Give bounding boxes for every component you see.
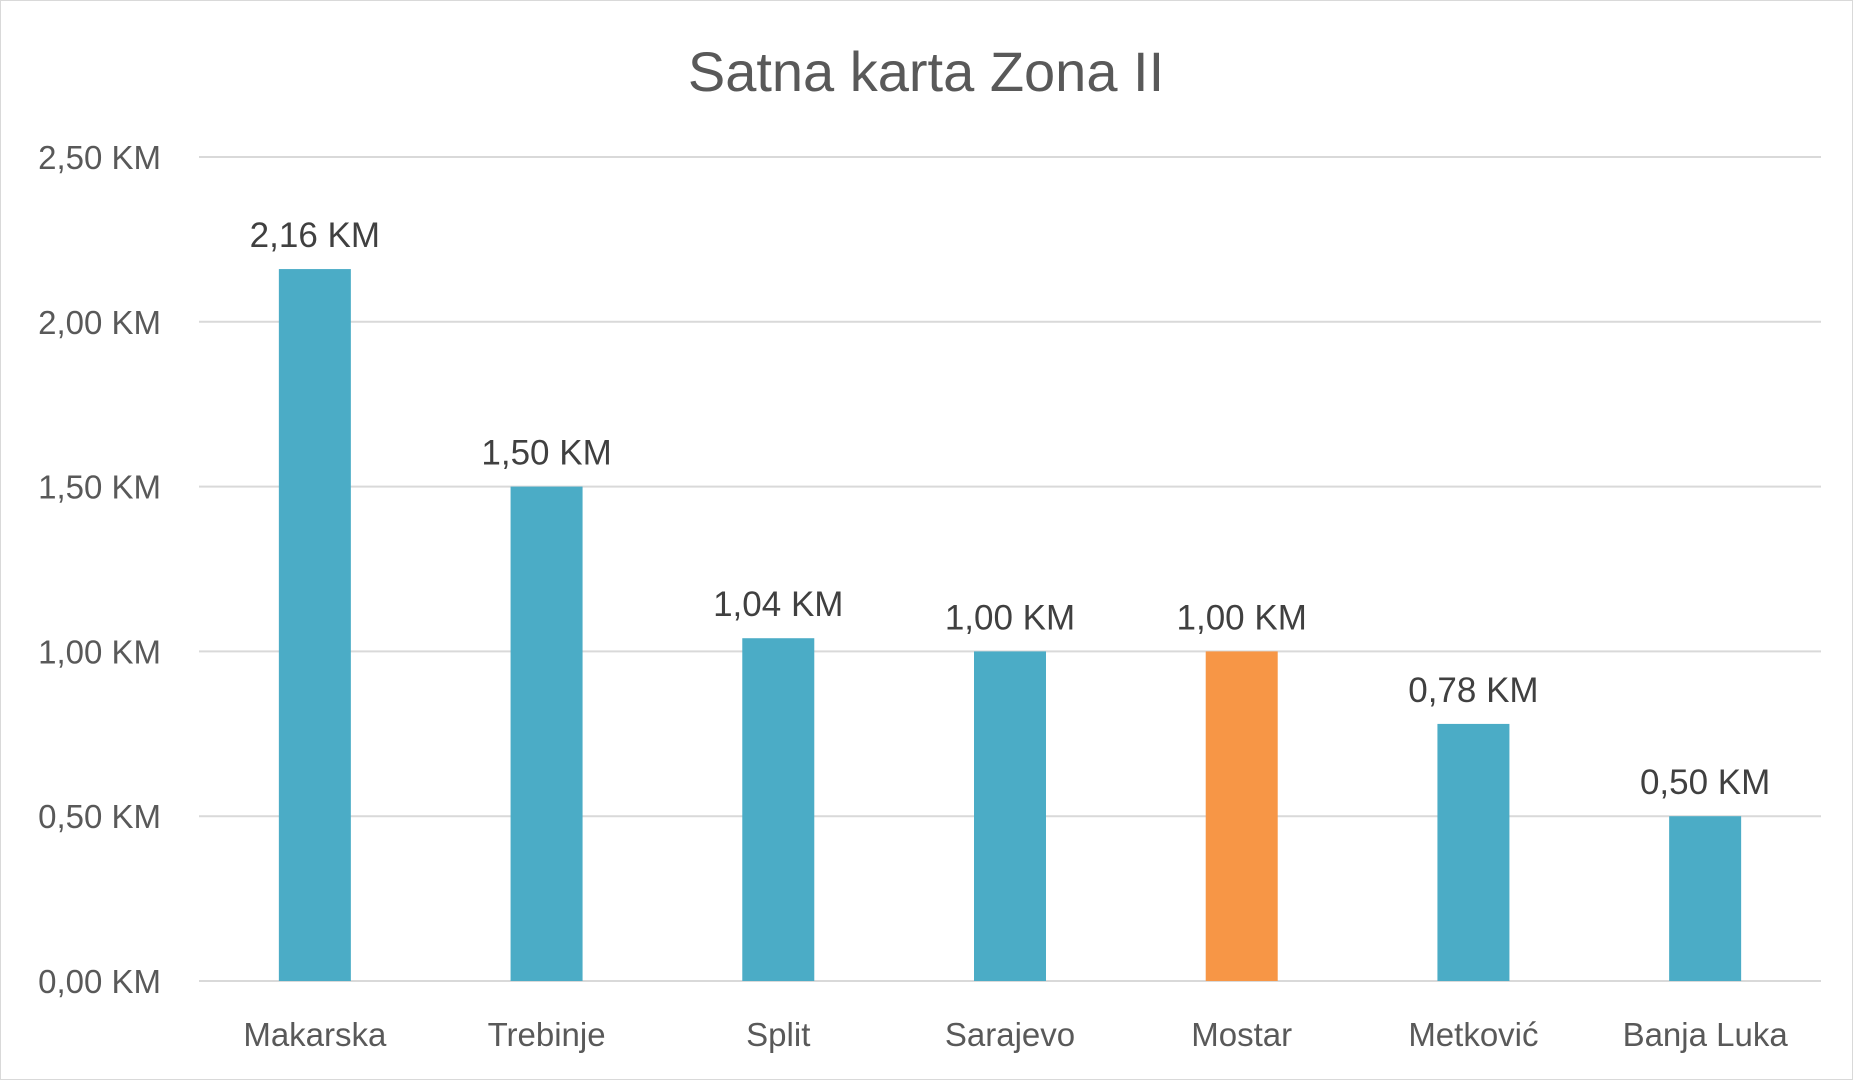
chart-title: Satna karta Zona II xyxy=(688,40,1164,103)
x-category-label: Mostar xyxy=(1191,1016,1292,1053)
bar xyxy=(510,486,583,981)
bar xyxy=(742,638,815,981)
bar xyxy=(1437,723,1510,981)
data-label: 1,00 KM xyxy=(945,598,1075,637)
bars xyxy=(278,269,1742,982)
bar xyxy=(974,651,1046,981)
data-labels: 2,16 KM 1,50 KM 1,04 KM 1,00 KM 1,00 KM 0,78 … xyxy=(250,216,1771,802)
data-label: 1,00 KM xyxy=(1177,598,1307,637)
x-category-label: Split xyxy=(746,1016,810,1053)
data-label: 0,78 KM xyxy=(1408,671,1538,710)
data-label: 1,04 KM xyxy=(713,585,843,624)
x-category-label: Trebinje xyxy=(488,1016,606,1053)
bar xyxy=(278,269,351,982)
x-category-label: Banja Luka xyxy=(1623,1016,1789,1053)
data-label: 2,16 KM xyxy=(250,216,380,255)
y-tick-label: 1,50 KM xyxy=(38,469,161,506)
x-category-label: Metković xyxy=(1408,1016,1538,1053)
bar xyxy=(1205,651,1278,981)
y-axis-ticks: 0,00 KM 0,50 KM 1,00 KM 1,50 KM 2,00 KM 2,50 … xyxy=(38,139,161,1000)
y-tick-label: 0,50 KM xyxy=(38,798,161,835)
y-tick-label: 1,00 KM xyxy=(38,633,161,670)
x-category-label: Makarska xyxy=(243,1016,387,1053)
x-category-label: Sarajevo xyxy=(945,1016,1075,1053)
data-label: 0,50 KM xyxy=(1640,763,1770,802)
data-label: 1,50 KM xyxy=(481,434,611,473)
y-tick-label: 2,50 KM xyxy=(38,139,161,176)
y-tick-label: 2,00 KM xyxy=(38,304,161,341)
y-tick-label: 0,00 KM xyxy=(38,963,161,1000)
x-axis-categories: Makarska Trebinje Split Sarajevo Mostar Metko… xyxy=(243,1016,1788,1053)
bar xyxy=(1669,816,1742,981)
